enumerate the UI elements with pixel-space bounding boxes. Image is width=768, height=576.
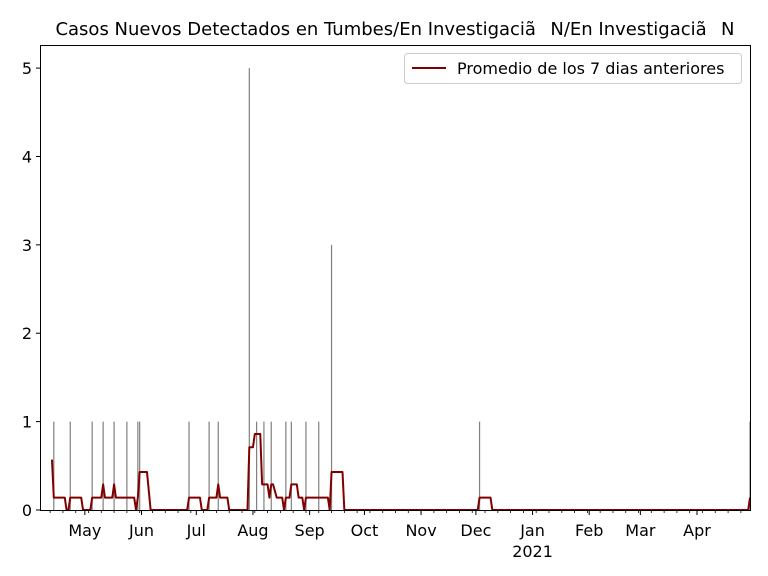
chart-title: Casos Nuevos Detectados en Tumbes/En Inv…: [55, 19, 734, 40]
x-tick-sublabel: 2021: [512, 542, 553, 561]
x-axis: May Jun Jul Aug Sep Oct Nov Dec Jan 2021 Feb Mar Apr: [49, 510, 742, 561]
data-bar: [290, 421, 292, 510]
data-bar: [91, 421, 93, 510]
data-bar: [330, 244, 333, 511]
legend-box: [404, 53, 742, 84]
line-layer: [50, 432, 751, 511]
data-bar: [69, 421, 71, 510]
data-bar: [53, 421, 55, 510]
bars-layer: [53, 68, 751, 511]
data-bar: [137, 421, 139, 510]
legend-label: Promedio de los 7 dias anteriores: [457, 59, 724, 78]
x-tick-label: Dec: [460, 521, 491, 540]
legend: Promedio de los 7 dias anteriores: [404, 53, 742, 84]
data-bar: [126, 421, 128, 510]
plot-frame: [40, 45, 751, 511]
y-tick-label: 4: [22, 147, 32, 166]
y-tick-label: 0: [22, 501, 32, 520]
x-tick-label: Aug: [237, 521, 268, 540]
data-bar: [318, 421, 320, 510]
data-bar: [217, 421, 219, 510]
x-tick-label: Mar: [625, 521, 656, 540]
x-tick-label: Apr: [683, 521, 711, 540]
data-bar: [102, 421, 104, 510]
data-bar: [113, 421, 115, 510]
y-tick-label: 5: [22, 59, 32, 78]
x-tick-label: Oct: [351, 521, 379, 540]
data-bar: [270, 421, 272, 510]
x-tick-label: May: [68, 521, 101, 540]
data-bar: [256, 421, 258, 510]
y-tick-label: 3: [22, 236, 32, 255]
x-tick-label: Feb: [575, 521, 603, 540]
data-bar: [263, 421, 265, 510]
y-axis: 0 1 2 3 4 5: [22, 59, 41, 520]
data-bar: [285, 421, 287, 510]
data-bar: [305, 421, 307, 510]
data-bar: [478, 421, 481, 510]
x-tick-label: Sep: [295, 521, 325, 540]
y-tick-label: 2: [22, 324, 32, 343]
x-tick-label: Nov: [405, 521, 436, 540]
data-bar: [188, 421, 190, 510]
data-bar: [208, 421, 210, 510]
data-bar: [248, 68, 250, 510]
x-tick-label: Jan: [519, 521, 545, 540]
x-tick-label: Jun: [128, 521, 154, 540]
series-line: [50, 432, 751, 511]
x-tick-label: Jul: [186, 521, 206, 540]
data-bar: [139, 421, 141, 510]
y-tick-label: 1: [22, 413, 32, 432]
